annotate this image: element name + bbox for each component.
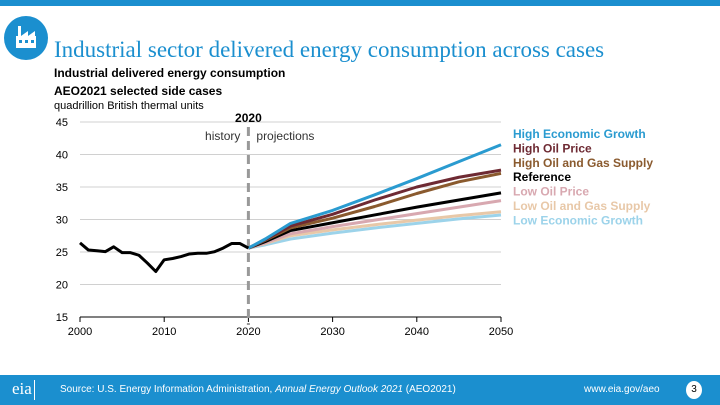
series-line-low-economic-growth (248, 213, 502, 250)
y-tick-label: 20 (56, 280, 68, 292)
legend-entry: Low Economic Growth (513, 213, 643, 227)
source-text: Source: U.S. Energy Information Administ… (60, 384, 276, 395)
divider-year-label: 2020 (235, 111, 262, 125)
factory-icon (4, 16, 48, 60)
history-label: history (205, 129, 240, 143)
history-line (79, 241, 250, 273)
series-line-high-economic-growth (247, 143, 502, 250)
x-tick-label: 2050 (489, 326, 513, 338)
source-publication: Annual Energy Outlook 2021 (275, 384, 403, 395)
slide-title: Industrial sector delivered energy consu… (54, 37, 605, 62)
x-tick-label: 2000 (68, 326, 92, 338)
projections-label: projections (256, 129, 314, 143)
x-tick-label: 2020 (236, 326, 260, 338)
y-tick-label: 40 (56, 150, 68, 162)
legend-entry: High Oil and Gas Supply (513, 156, 653, 170)
eia-logo: eia (12, 379, 32, 398)
line-chart: 15 20 25 30 35 40 45 2000 2010 2020 2030 2040 2050 20… (56, 111, 654, 338)
divider (34, 380, 35, 400)
chart-title: Industrial delivered energy consumption (54, 66, 286, 80)
page-number: 3 (686, 381, 702, 399)
top-bar (0, 0, 720, 6)
legend-entry: High Oil Price (513, 141, 592, 155)
y-tick-label: 35 (56, 182, 68, 194)
website-link[interactable]: www.eia.gov/aeo (584, 384, 660, 395)
x-tick-label: 2010 (152, 326, 176, 338)
x-tick-label: 2040 (405, 326, 429, 338)
legend-entry: Low Oil Price (513, 185, 589, 199)
legend-entry: Low Oil and Gas Supply (513, 199, 651, 213)
legend-entry: High Economic Growth (513, 127, 646, 141)
x-tick-label: 2030 (320, 326, 344, 338)
y-tick-label: 30 (56, 215, 68, 227)
y-tick-label: 45 (56, 117, 68, 129)
y-tick-label: 25 (56, 247, 68, 259)
source-suffix: (AEO2021) (402, 384, 456, 395)
legend-entry: Reference (513, 170, 571, 184)
y-axis-units: quadrillion British thermal units (54, 100, 204, 112)
y-tick-label: 15 (56, 312, 68, 324)
chart-subtitle: AEO2021 selected side cases (54, 84, 223, 98)
footer-bar: eia Source: U.S. Energy Information Admi… (0, 375, 720, 405)
source-note: Source: U.S. Energy Information Administ… (60, 384, 456, 395)
